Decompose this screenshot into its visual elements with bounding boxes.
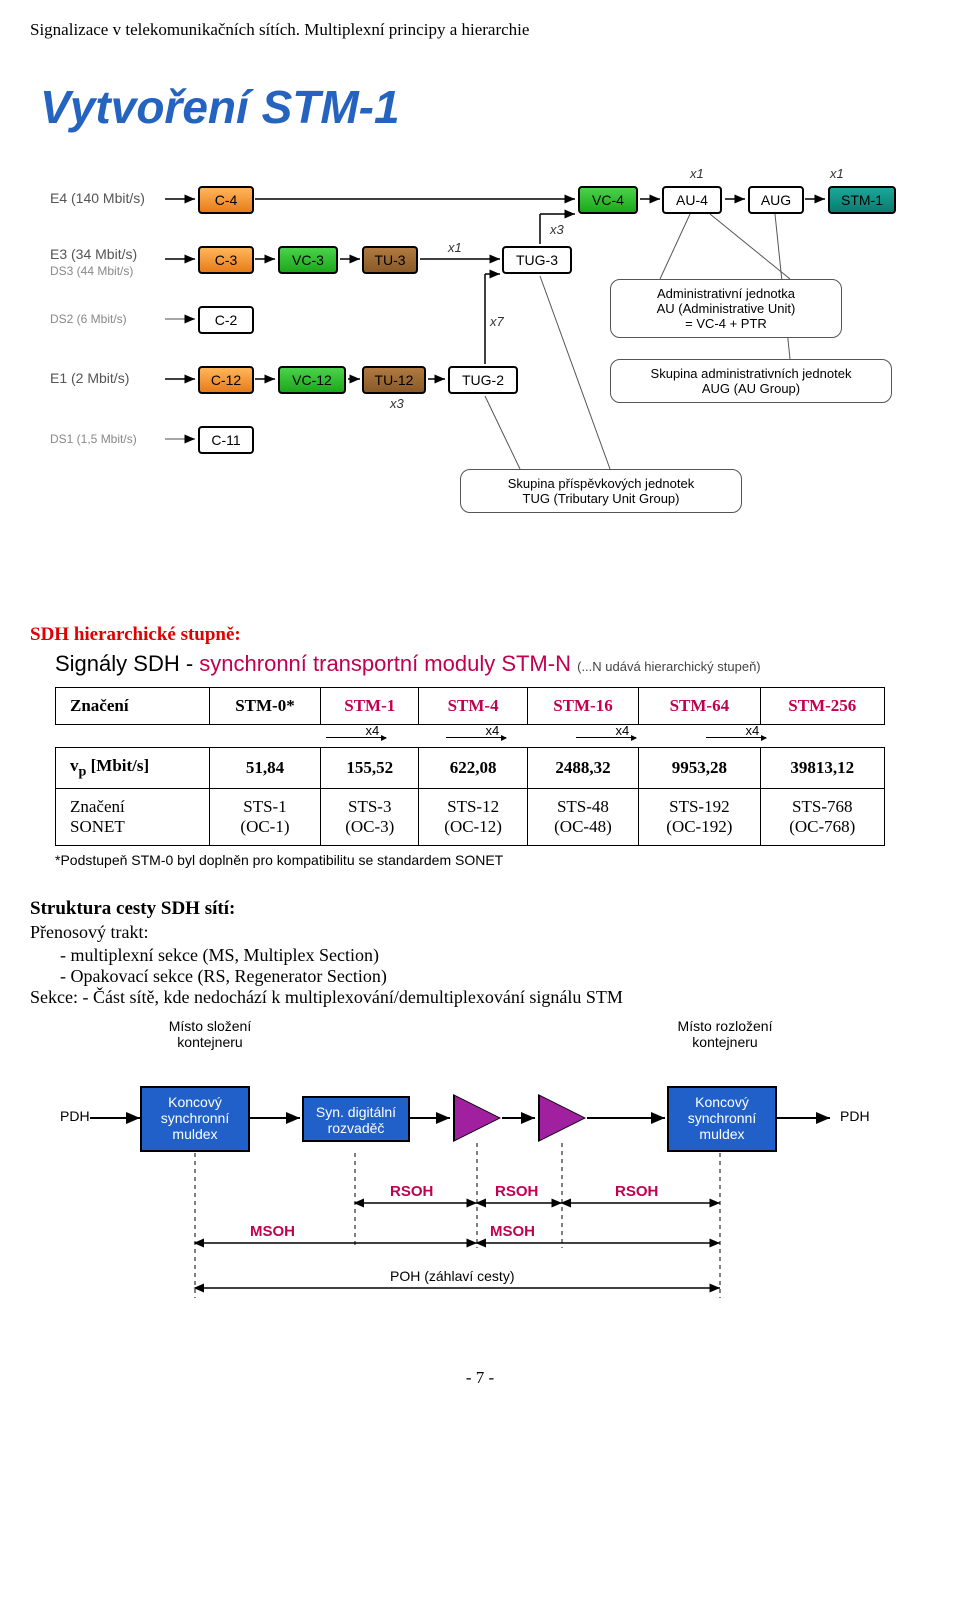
struct-list: multiplexní sekce (MS, Multiplex Section… bbox=[30, 945, 930, 987]
col-stm1: STM-1 bbox=[321, 688, 419, 725]
callout-au: Administrativní jednotka AU (Administrat… bbox=[610, 279, 842, 338]
col-stm0: STM-0* bbox=[209, 688, 320, 725]
box-c11: C-11 bbox=[198, 426, 254, 454]
vp-3: 2488,32 bbox=[527, 748, 638, 789]
vp-2: 622,08 bbox=[419, 748, 527, 789]
box-tug2: TUG-2 bbox=[448, 366, 518, 394]
mult-x1-b: x1 bbox=[690, 166, 704, 181]
x4-arrows: x4 x4 x4 x4 bbox=[56, 725, 885, 747]
box-rozvadec: Syn. digitální rozvaděč bbox=[302, 1096, 410, 1142]
label-pdh-r: PDH bbox=[840, 1108, 870, 1124]
struct-b2: Opakovací sekce (RS, Regenerator Section… bbox=[60, 966, 930, 987]
label-left: Místo složení kontejneru bbox=[150, 1018, 270, 1050]
row-ds2: DS2 (6 Mbit/s) bbox=[50, 310, 127, 326]
struct-b1: multiplexní sekce (MS, Multiplex Section… bbox=[60, 945, 930, 966]
vp-0: 51,84 bbox=[209, 748, 320, 789]
triangle-2 bbox=[540, 1096, 584, 1140]
label-rsoh-3: RSOH bbox=[615, 1183, 658, 1200]
callout-aug: Skupina administrativních jednotek AUG (… bbox=[610, 359, 892, 403]
sonet-4: STS-192 (OC-192) bbox=[639, 789, 760, 846]
vp-1: 155,52 bbox=[321, 748, 419, 789]
vp-5: 39813,12 bbox=[760, 748, 884, 789]
col-stm4: STM-4 bbox=[419, 688, 527, 725]
mult-x7: x7 bbox=[490, 314, 504, 329]
box-stm1: STM-1 bbox=[828, 186, 896, 214]
row-e4: E4 (140 Mbit/s) bbox=[50, 190, 145, 206]
box-muldex-r: Koncový synchronní muldex bbox=[667, 1086, 777, 1152]
slide-title: Vytvoření STM-1 bbox=[40, 80, 930, 134]
vp-4: 9953,28 bbox=[639, 748, 760, 789]
box-vc12: VC-12 bbox=[278, 366, 346, 394]
struct-heading: Struktura cesty SDH sítí: bbox=[30, 898, 930, 920]
label-msoh-2: MSOH bbox=[490, 1223, 535, 1240]
box-aug: AUG bbox=[748, 186, 804, 214]
label-rsoh-1: RSOH bbox=[390, 1183, 433, 1200]
struct-sekce: Sekce: - Část sítě, kde nedochází k mult… bbox=[30, 987, 930, 1008]
box-c12: C-12 bbox=[198, 366, 254, 394]
box-tug3: TUG-3 bbox=[502, 246, 572, 274]
mult-x3-a: x3 bbox=[550, 222, 564, 237]
th-vp: vp [Mbit/s] bbox=[56, 748, 210, 789]
label-rsoh-2: RSOH bbox=[495, 1183, 538, 1200]
th-znaceni: Značení bbox=[56, 688, 210, 725]
label-msoh-1: MSOH bbox=[250, 1223, 295, 1240]
row-ds1: DS1 (1,5 Mbit/s) bbox=[50, 430, 137, 446]
col-stm64: STM-64 bbox=[639, 688, 760, 725]
sonet-2: STS-12 (OC-12) bbox=[419, 789, 527, 846]
label-right: Místo rozložení kontejneru bbox=[660, 1018, 790, 1050]
label-pdh-l: PDH bbox=[60, 1108, 90, 1124]
box-vc4: VC-4 bbox=[578, 186, 638, 214]
callout-tug: Skupina příspěvkových jednotek TUG (Trib… bbox=[460, 469, 742, 513]
box-au4: AU-4 bbox=[662, 186, 722, 214]
stm-table: Značení STM-0* STM-1 STM-4 STM-16 STM-64… bbox=[55, 687, 885, 846]
sonet-0: STS-1 (OC-1) bbox=[209, 789, 320, 846]
signals-line: Signály SDH - synchronní transportní mod… bbox=[55, 651, 930, 677]
mult-x1-c: x1 bbox=[830, 166, 844, 181]
box-c2: C-2 bbox=[198, 306, 254, 334]
row-e3: E3 (34 Mbit/s)DS3 (44 Mbit/s) bbox=[50, 246, 137, 278]
sonet-1: STS-3 (OC-3) bbox=[321, 789, 419, 846]
box-vc3: VC-3 bbox=[278, 246, 338, 274]
box-tu12: TU-12 bbox=[362, 366, 426, 394]
box-c4: C-4 bbox=[198, 186, 254, 214]
sdh-heading: SDH hierarchické stupně: bbox=[30, 624, 930, 646]
box-muldex-l: Koncový synchronní muldex bbox=[140, 1086, 250, 1152]
mult-x3-b: x3 bbox=[390, 396, 404, 411]
sonet-5: STS-768 (OC-768) bbox=[760, 789, 884, 846]
box-c3: C-3 bbox=[198, 246, 254, 274]
page-header: Signalizace v telekomunikačních sítích. … bbox=[30, 20, 930, 40]
label-poh: POH (záhlaví cesty) bbox=[390, 1268, 514, 1284]
table-footnote: *Podstupeň STM-0 byl doplněn pro kompati… bbox=[55, 852, 930, 868]
stm1-creation-diagram: E4 (140 Mbit/s) E3 (34 Mbit/s)DS3 (44 Mb… bbox=[50, 164, 900, 604]
col-stm256: STM-256 bbox=[760, 688, 884, 725]
struct-line1: Přenosový trakt: bbox=[30, 922, 930, 943]
mult-x1-a: x1 bbox=[448, 240, 462, 255]
sonet-3: STS-48 (OC-48) bbox=[527, 789, 638, 846]
page-number: - 7 - bbox=[30, 1368, 930, 1388]
row-e1: E1 (2 Mbit/s) bbox=[50, 370, 129, 386]
col-stm16: STM-16 bbox=[527, 688, 638, 725]
th-sonet: Značení SONET bbox=[56, 789, 210, 846]
triangle-1 bbox=[455, 1096, 499, 1140]
sdh-section-diagram: Místo složení kontejneru Místo rozložení… bbox=[70, 1018, 890, 1328]
box-tu3: TU-3 bbox=[362, 246, 418, 274]
